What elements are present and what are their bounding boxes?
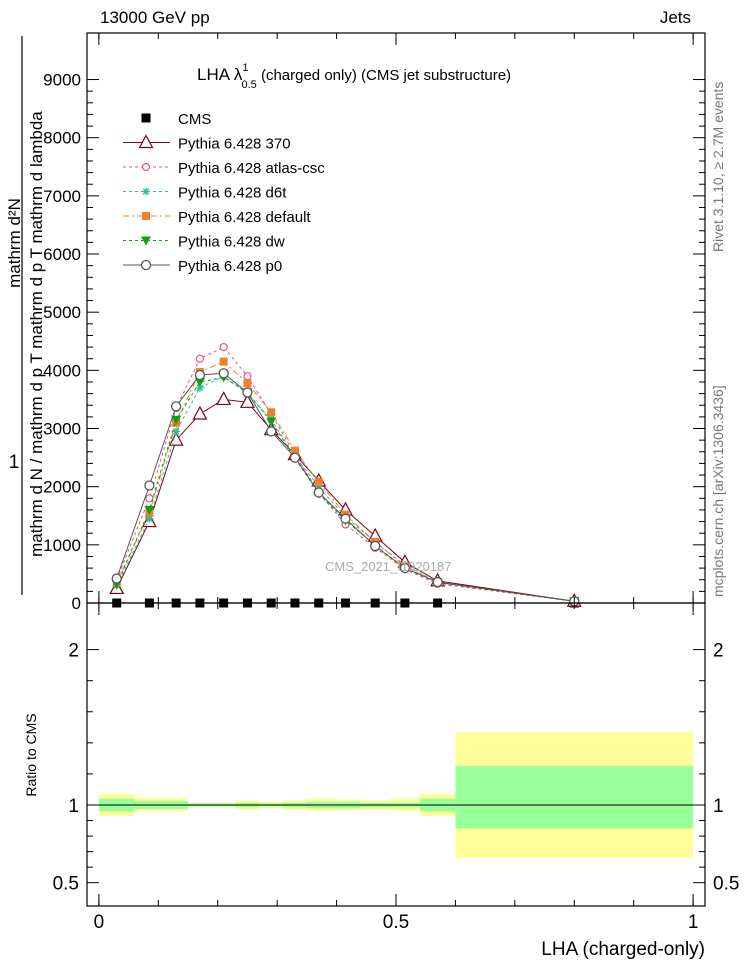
- series-p370: [109, 391, 582, 607]
- series-point-default: [219, 357, 228, 366]
- legend-label: Pythia 6.428 atlas-csc: [178, 160, 325, 177]
- main-ytick-label: 1000: [43, 536, 81, 555]
- main-ytick-label: 0: [72, 594, 81, 613]
- series-point-dw: [144, 505, 155, 515]
- main-ytick-label: 6000: [43, 245, 81, 264]
- series-point-default: [267, 408, 276, 417]
- series-line-atlas: [116, 346, 575, 602]
- series-point-p0: [340, 513, 351, 524]
- series-point-p0: [370, 540, 381, 552]
- legend-label: Pythia 6.428 default: [178, 209, 311, 226]
- header-left: 13000 GeV pp: [100, 8, 210, 27]
- ylabel-numerator: mathrm d²N: [5, 198, 24, 288]
- series-line-p0: [116, 372, 575, 602]
- legend-label: CMS: [178, 111, 211, 128]
- side-text-rivet: Rivet 3.1.10, ≥ 2.7M events: [710, 81, 726, 252]
- ratio-ylabel: Ratio to CMS: [23, 713, 39, 796]
- series-point-atlas: [145, 494, 154, 503]
- main-ytick-label: 7000: [43, 187, 81, 206]
- series-point-d6t: [142, 187, 150, 196]
- ratio-ytick-label-right: 1: [713, 796, 724, 817]
- legend-label: Pythia 6.428 dw: [178, 234, 285, 251]
- series-point-p0: [218, 368, 229, 379]
- series-point-dw: [266, 417, 277, 427]
- series-point-p370: [168, 431, 184, 446]
- xtick-label: 1: [688, 912, 699, 933]
- xtick-label: 0: [94, 912, 105, 933]
- series-point-atlas: [219, 342, 228, 352]
- series-point-p0: [266, 426, 277, 437]
- series-line-p370: [116, 398, 575, 602]
- main-ytick-label: 9000: [43, 71, 81, 90]
- ratio-ytick-label: 1: [68, 796, 79, 817]
- series-point-atlas: [195, 354, 205, 363]
- series-point-default: [243, 379, 252, 388]
- main-ytick-label: 4000: [43, 361, 81, 380]
- series-point-p0: [111, 573, 122, 584]
- watermark: CMS_2021_I1920187: [325, 559, 452, 574]
- ylabel-denominator: mathrm d p T mathrm d lambda: [27, 111, 46, 349]
- xtick-label: 0.5: [383, 912, 409, 933]
- legend-item-d6t: Pythia 6.428 d6t: [123, 185, 287, 202]
- ratio-band-inner: [455, 766, 694, 829]
- legend-item-atlas: Pythia 6.428 atlas-csc: [123, 160, 325, 177]
- xlabel: LHA (charged-only): [541, 939, 705, 960]
- series-point-p370: [138, 134, 154, 149]
- ratio-ytick-label-right: 0.5: [713, 874, 739, 895]
- title-main: LHA λ: [197, 65, 243, 84]
- series-point-p370: [192, 405, 208, 420]
- ylabel-mid: mathrm d N / mathrm d p T: [27, 353, 46, 557]
- title-sub: 0.5: [241, 79, 256, 91]
- main-ytick-label: 5000: [43, 303, 81, 322]
- series-point-p0: [289, 452, 301, 463]
- series-point-default: [142, 212, 150, 220]
- series-point-p370: [216, 391, 232, 406]
- legend-label: Pythia 6.428 370: [178, 136, 291, 153]
- main-ylabel: 1 mathrm d²N mathrm d p T mathrm d lambd…: [5, 36, 46, 595]
- series-point-atlas: [141, 162, 151, 172]
- legend-label: Pythia 6.428 p0: [178, 258, 282, 275]
- series-point-cms: [141, 113, 151, 123]
- ratio-ytick-label: 2: [68, 641, 79, 662]
- legend-item-dw: Pythia 6.428 dw: [123, 234, 285, 251]
- ratio-plot: 0.5 0.5 1 1 2 2 0 0.5 1: [53, 602, 739, 933]
- series-point-p0: [170, 401, 182, 412]
- main-ytick-label: 2000: [43, 478, 81, 497]
- series-point-p0: [140, 259, 152, 271]
- legend-item-default: Pythia 6.428 default: [123, 209, 311, 226]
- main-ytick-label: 3000: [43, 420, 81, 439]
- series-point-p0: [242, 387, 253, 398]
- series-line-default: [116, 361, 575, 602]
- series-point-dw: [171, 415, 182, 425]
- series-point-default: [314, 478, 323, 487]
- title-sup: 1: [242, 62, 248, 74]
- series-point-p0: [194, 369, 206, 381]
- legend-label: Pythia 6.428 d6t: [178, 185, 287, 202]
- chart-title: LHA λ1 0.5 (charged only) (CMS jet substr…: [197, 62, 511, 91]
- series-point-p0: [399, 562, 411, 574]
- side-text-mcplots: mcplots.cern.ch [arXiv:1306.3436]: [710, 385, 726, 597]
- series-point-dw: [141, 236, 151, 246]
- legend: CMS Pythia 6.428 370 Pythia 6.428 atlas-cs…: [123, 111, 325, 275]
- series-point-p370: [239, 394, 255, 408]
- legend-item-p370: Pythia 6.428 370: [123, 134, 291, 153]
- series-point-p0: [432, 576, 443, 588]
- series-point-dw: [194, 377, 205, 387]
- main-ytick-label: 8000: [43, 129, 81, 148]
- ylabel-one: 1: [9, 452, 20, 473]
- series-point-p0: [313, 487, 324, 498]
- ratio-ytick-label: 0.5: [53, 874, 79, 895]
- ratio-ytick-label-right: 2: [713, 641, 724, 662]
- legend-item-cms: CMS: [141, 111, 211, 128]
- series-point-atlas: [243, 372, 252, 381]
- series-point-d6t: [172, 427, 181, 436]
- legend-item-p0: Pythia 6.428 p0: [123, 258, 282, 275]
- title-rest: (charged only) (CMS jet substructure): [257, 67, 511, 84]
- series-point-p0: [144, 480, 155, 491]
- header-right: Jets: [659, 8, 691, 27]
- series-p0: [111, 368, 580, 607]
- series-point-default: [290, 446, 299, 455]
